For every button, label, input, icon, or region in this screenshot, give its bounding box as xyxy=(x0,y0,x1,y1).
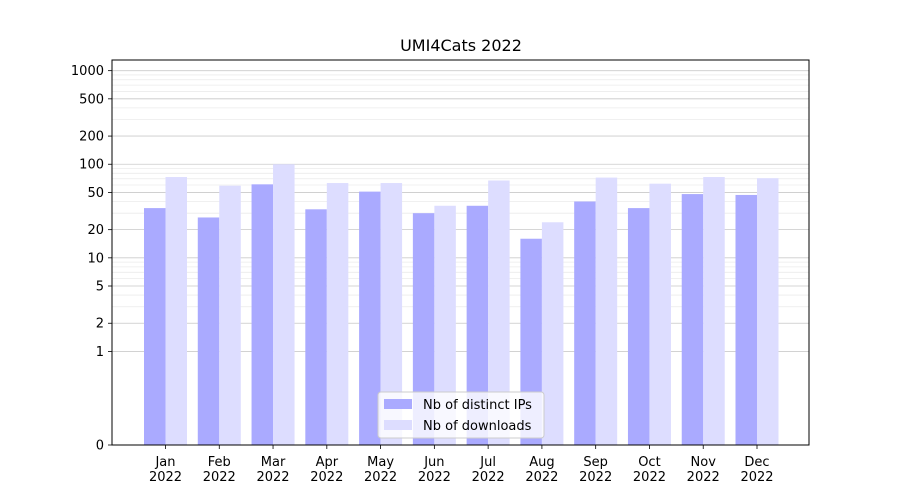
x-tick-label: Feb 2022 xyxy=(203,455,236,485)
x-tick-label: Jan 2022 xyxy=(149,455,182,485)
bar xyxy=(412,213,435,445)
bar xyxy=(219,185,241,446)
bar xyxy=(541,222,564,445)
y-tick-label: 2 xyxy=(96,317,104,332)
legend-label: Nb of downloads xyxy=(423,419,532,434)
bar xyxy=(627,208,650,445)
legend-label: Nb of distinct IPs xyxy=(423,398,532,413)
y-tick-label: 500 xyxy=(79,92,104,107)
bar xyxy=(144,208,166,445)
bar xyxy=(251,184,274,445)
bar xyxy=(273,164,295,445)
bar xyxy=(305,209,327,445)
legend-swatch xyxy=(384,399,412,409)
bar xyxy=(735,194,757,445)
bars-layer xyxy=(144,164,779,446)
plot-frame xyxy=(111,59,810,446)
x-tick-label: Jun 2022 xyxy=(418,455,451,485)
x-tick-label: Dec 2022 xyxy=(740,455,773,485)
x-tick-label: Nov 2022 xyxy=(687,455,720,485)
bar xyxy=(649,183,671,445)
y-tick-label: 10 xyxy=(87,251,104,266)
x-tick-label: Jul 2022 xyxy=(472,455,505,485)
bar xyxy=(703,177,725,446)
x-tick-label: Mar 2022 xyxy=(256,455,289,485)
bar xyxy=(359,191,381,445)
x-axis: Jan 2022 Feb 2022 Mar 2022 Apr 2022 May 2022 Jun 20… xyxy=(149,445,774,485)
y-axis: 0 1 2 5 10 20 50 100 200 500 1000 xyxy=(71,64,112,454)
bar xyxy=(488,180,510,446)
legend: Nb of distinct IPs Nb of downloads xyxy=(377,391,545,439)
legend-swatch xyxy=(384,420,412,430)
x-tick-label: Oct 2022 xyxy=(633,455,666,485)
bar xyxy=(197,217,220,445)
x-tick-label: May 2022 xyxy=(364,455,397,485)
bar xyxy=(466,205,489,445)
bar xyxy=(574,201,596,445)
bar xyxy=(165,177,187,446)
y-tick-label: 100 xyxy=(79,158,104,173)
chart-title: UMI4Cats 2022 xyxy=(400,36,522,55)
legend-box xyxy=(377,391,545,439)
bar xyxy=(595,177,618,446)
y-tick-label: 200 xyxy=(79,130,104,145)
x-tick-label: Apr 2022 xyxy=(310,455,343,485)
bar xyxy=(326,183,349,446)
bar xyxy=(380,183,403,446)
y-tick-label: 5 xyxy=(96,280,104,295)
x-tick-label: Sep 2022 xyxy=(579,455,612,485)
y-tick-label: 50 xyxy=(87,186,104,201)
bar xyxy=(681,194,704,445)
bar xyxy=(434,205,456,445)
bar xyxy=(757,178,779,445)
y-tick-label: 1 xyxy=(96,345,104,360)
x-tick-label: Aug 2022 xyxy=(525,455,558,485)
y-tick-label: 0 xyxy=(96,439,104,454)
y-tick-label: 1000 xyxy=(71,64,104,79)
y-tick-label: 20 xyxy=(87,223,104,238)
